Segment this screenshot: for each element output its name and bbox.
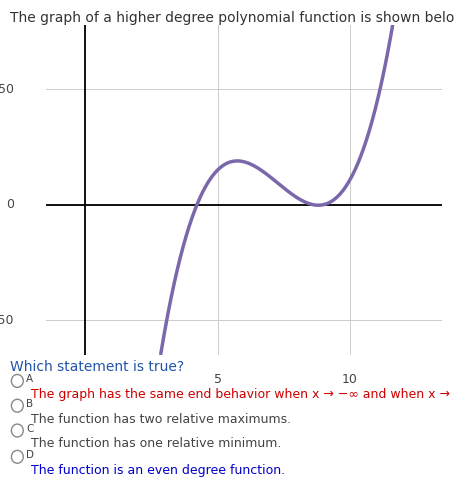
Text: Which statement is true?: Which statement is true? bbox=[10, 360, 184, 373]
Text: D: D bbox=[26, 450, 34, 460]
Text: C: C bbox=[26, 424, 33, 434]
Text: The graph has the same end behavior when x → −∞ and when x → ∞.: The graph has the same end behavior when… bbox=[31, 388, 455, 401]
Text: The function is an even degree function.: The function is an even degree function. bbox=[31, 464, 284, 477]
Text: 50: 50 bbox=[0, 83, 14, 96]
Text: The graph of a higher degree polynomial function is shown below.: The graph of a higher degree polynomial … bbox=[10, 11, 455, 25]
Text: 0: 0 bbox=[6, 198, 14, 211]
Text: 10: 10 bbox=[341, 373, 357, 386]
Text: 5: 5 bbox=[213, 373, 221, 386]
Text: −50: −50 bbox=[0, 313, 14, 326]
Text: B: B bbox=[26, 399, 33, 409]
Text: A: A bbox=[26, 374, 33, 384]
Text: The function has two relative maximums.: The function has two relative maximums. bbox=[31, 413, 290, 426]
Text: The function has one relative minimum.: The function has one relative minimum. bbox=[31, 437, 281, 450]
